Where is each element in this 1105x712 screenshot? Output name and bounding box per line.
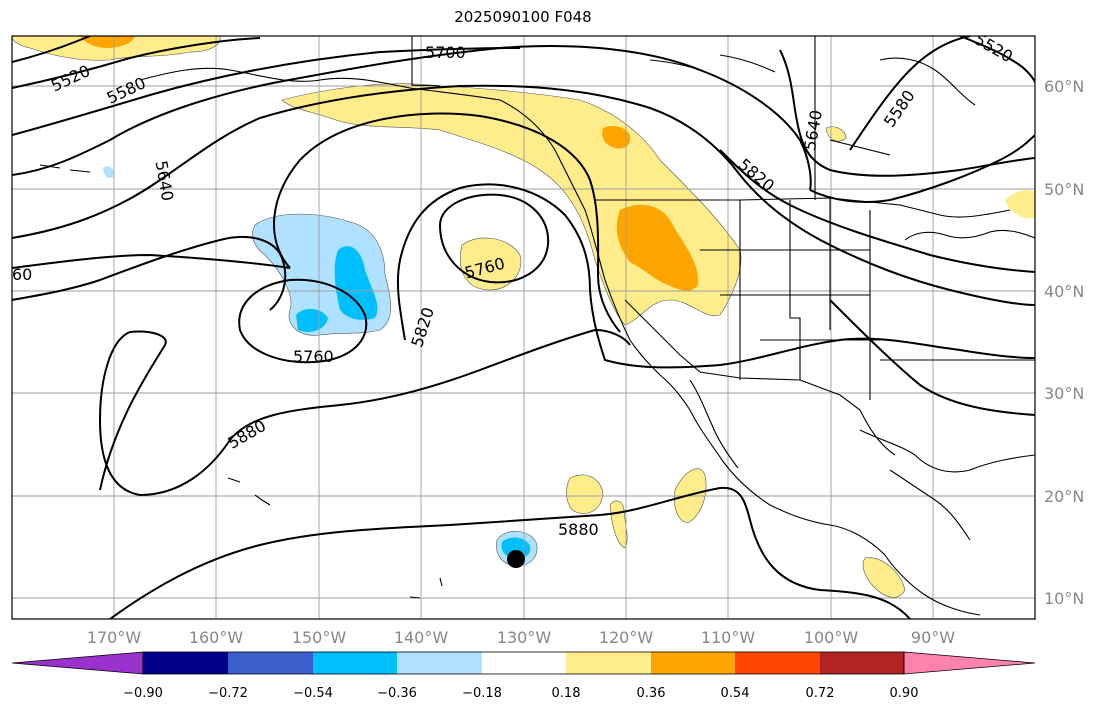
contour-5760-outer (12, 84, 1035, 306)
colorbar-frame (142, 651, 905, 675)
colorbar-segment (735, 652, 820, 674)
lon-label-110w: 110°W (701, 628, 756, 647)
colorbar: −0.90 −0.72 −0.54 −0.36 −0.18 0.18 0.36 … (11, 651, 1036, 701)
contour-5640-ne (779, 49, 1035, 177)
colorbar-segment (566, 652, 651, 674)
colorbar-segment (397, 652, 482, 674)
colorbar-segment (143, 652, 228, 674)
contour-5880 (98, 328, 631, 497)
shade-blue-dark-2 (296, 308, 328, 332)
lat-label-10n: 10°N (1044, 589, 1084, 608)
contour-5520-ne (959, 36, 1035, 83)
colorbar-tick-label: −0.18 (462, 686, 502, 701)
colorbar-tick-label: 0.72 (806, 686, 835, 701)
colorbar-segment (482, 652, 566, 674)
shade-central-america (862, 557, 906, 598)
contour-5520-nw (12, 36, 91, 63)
colorbar-segment (313, 652, 397, 674)
shade-great-lakes (1005, 190, 1035, 219)
contour-5820 (12, 183, 1035, 369)
contour-5880-ne (829, 299, 1035, 416)
contour-label-edge: 60 (12, 265, 32, 284)
lat-label-50n: 50°N (1044, 180, 1084, 199)
colorbar-segment (228, 652, 313, 674)
contour-5640-nw (12, 47, 521, 136)
colorbar-tick-label: 0.90 (890, 686, 919, 701)
contour-5820-loop (273, 112, 621, 333)
colorbar-tick-label: 0.54 (721, 686, 750, 701)
lon-label-90w: 90°W (911, 628, 955, 647)
coastlines (39, 36, 1035, 616)
colorbar-tick-label: −0.54 (293, 686, 333, 701)
colorbar-tick-label: −0.90 (123, 686, 163, 701)
storm-center-marker (507, 550, 525, 568)
shade-central-pacific (460, 237, 522, 291)
colorbar-tick-label: −0.36 (377, 686, 417, 701)
shade-yukon (103, 166, 115, 178)
contour-label-5880-south: 5880 (558, 520, 599, 539)
colorbar-extend-left (11, 651, 144, 675)
colorbar-extend-right (903, 651, 1036, 675)
shade-nw-orange (80, 36, 135, 48)
map-title: 2025090100 F048 (454, 8, 592, 26)
lat-label-30n: 30°N (1044, 384, 1084, 403)
shade-blue-dark (334, 246, 378, 320)
lon-label-130w: 130°W (497, 628, 552, 647)
contour-5760-high (438, 193, 550, 284)
colorbar-tick-label: 0.18 (552, 686, 581, 701)
shade-bc (602, 126, 631, 149)
lat-label-20n: 20°N (1044, 487, 1084, 506)
lon-label-160w: 160°W (189, 628, 244, 647)
shade-hawaii-east (566, 474, 604, 514)
contour-label-5700: 5700 (425, 43, 466, 62)
lon-label-150w: 150°W (292, 628, 347, 647)
contour-5700 (12, 45, 812, 191)
contour-5700-ne (809, 134, 1035, 203)
colorbar-segment (651, 652, 735, 674)
shade-nw-corner (12, 36, 221, 61)
contour-5580-ne (849, 36, 971, 151)
height-contours (12, 36, 1035, 619)
contour-5760-loop (12, 253, 291, 269)
contour-5820-ne (719, 149, 1035, 273)
contour-5580-nw (12, 37, 261, 89)
colorbar-segment (820, 652, 904, 674)
shade-storm-core (501, 537, 531, 559)
contour-5760-low (238, 278, 368, 364)
longitude-labels: 170°W 160°W 150°W 140°W 130°W 120°W 110°… (87, 628, 955, 647)
lat-label-60n: 60°N (1044, 77, 1084, 96)
lon-label-120w: 120°W (599, 628, 654, 647)
latitude-labels: 60°N 50°N 40°N 30°N 20°N 10°N (1044, 77, 1084, 608)
contour-label-5760-low: 5760 (293, 347, 334, 366)
lon-label-170w: 170°W (87, 628, 142, 647)
graticule (12, 36, 1035, 619)
map-border (11, 35, 1036, 620)
contour-5880-south (109, 486, 911, 619)
shade-interior-west (616, 204, 699, 291)
colorbar-tick-label: −0.72 (208, 686, 248, 701)
lon-label-100w: 100°W (804, 628, 859, 647)
colorbar-tick-label: 0.36 (637, 686, 666, 701)
lat-label-40n: 40°N (1044, 282, 1084, 301)
lon-label-140w: 140°W (394, 628, 449, 647)
